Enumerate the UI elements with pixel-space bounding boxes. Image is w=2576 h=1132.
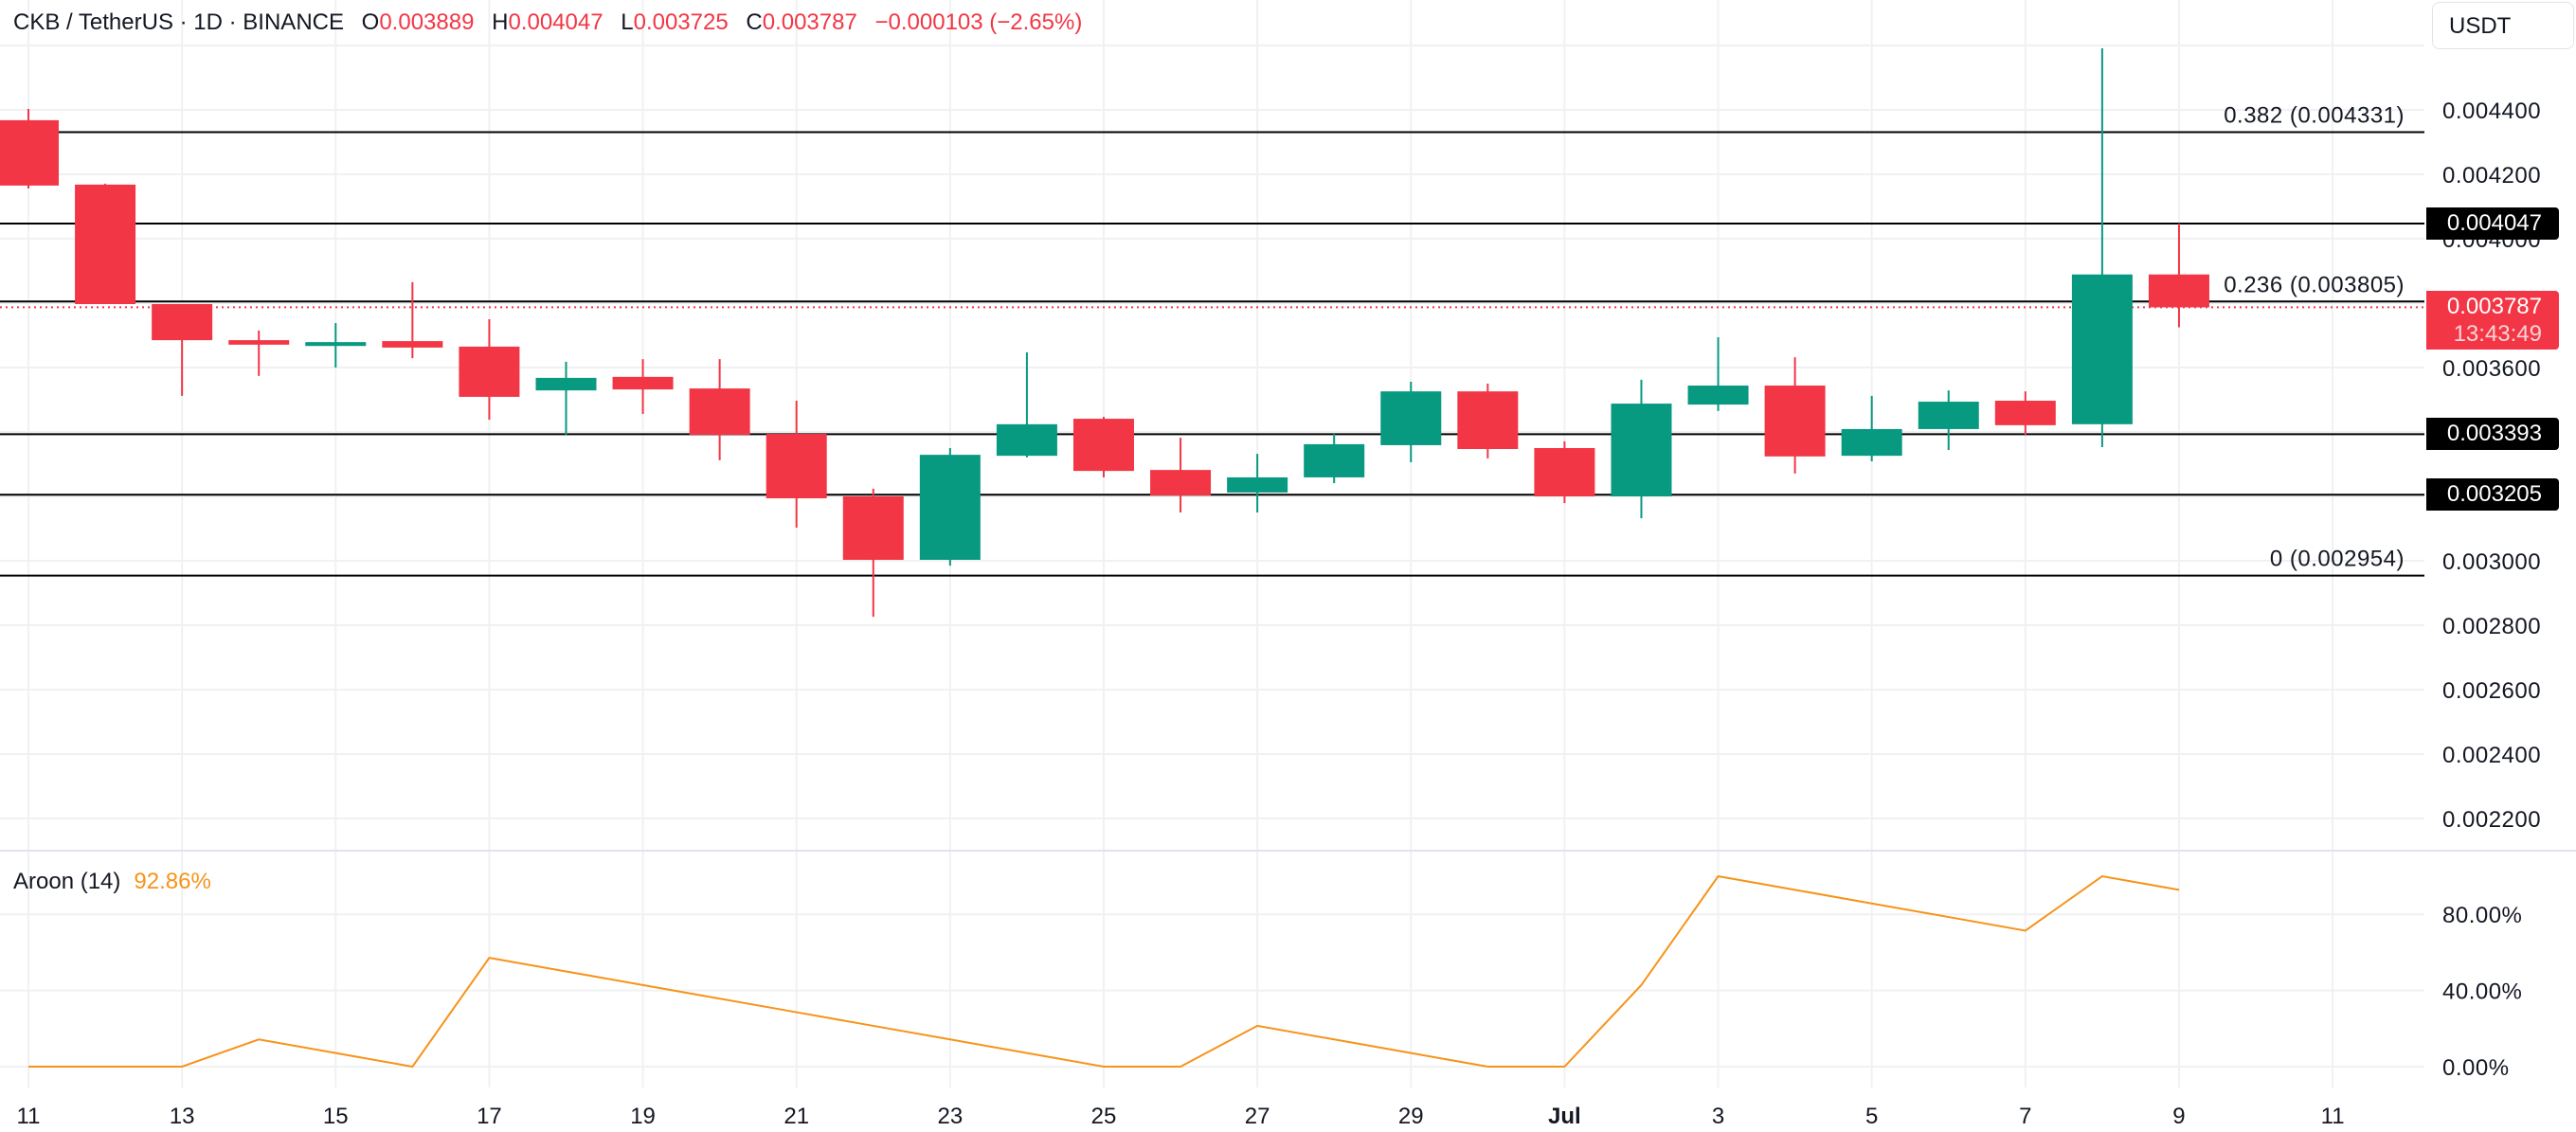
svg-text:0.003600: 0.003600 (2442, 356, 2541, 382)
currency-button[interactable]: USDT (2432, 2, 2574, 49)
aroon-title[interactable]: Aroon (14) (13, 869, 121, 894)
svg-text:0.00%: 0.00% (2442, 1055, 2510, 1081)
bar-countdown: 13:43:49 (2453, 321, 2542, 347)
low-label: L (621, 9, 634, 35)
price-tag: 0.003393 (2426, 418, 2559, 451)
price-tag: 0.004047 (2426, 207, 2559, 241)
last-price-tag: 0.003787 13:43:49 (2426, 291, 2559, 350)
grid-lines (0, 0, 2424, 1087)
svg-text:15: 15 (323, 1104, 349, 1129)
symbol-legend: CKB / TetherUS · 1D · BINANCE O0.003889 … (13, 9, 1082, 36)
close-label: C (746, 9, 763, 35)
svg-text:0.004200: 0.004200 (2442, 163, 2541, 189)
svg-text:0.236 (0.003805): 0.236 (0.003805) (2224, 272, 2405, 297)
svg-text:23: 23 (937, 1104, 963, 1129)
svg-text:25: 25 (1091, 1104, 1117, 1129)
candlestick-series (0, 48, 2209, 618)
high-label: H (492, 9, 509, 35)
svg-text:0.004400: 0.004400 (2442, 99, 2541, 124)
close-value: 0.003787 (762, 9, 857, 35)
svg-text:17: 17 (477, 1104, 502, 1129)
svg-text:0.002200: 0.002200 (2442, 807, 2541, 833)
svg-text:27: 27 (1245, 1104, 1270, 1129)
fibonacci-labels: 0.382 (0.004331) 0.236 (0.003805) 0 (0.002… (2224, 102, 2405, 572)
svg-text:7: 7 (2019, 1104, 2031, 1129)
svg-text:3: 3 (1712, 1104, 1724, 1129)
svg-text:80.00%: 80.00% (2442, 903, 2522, 928)
aroon-value: 92.86% (134, 869, 211, 894)
svg-text:5: 5 (1865, 1104, 1878, 1129)
aroon-axis-ticks: 80.00% 40.00% 0.00% (2442, 903, 2522, 1081)
svg-text:0.002800: 0.002800 (2442, 614, 2541, 639)
svg-text:0.002600: 0.002600 (2442, 678, 2541, 704)
low-value: 0.003725 (633, 9, 729, 35)
time-axis-labels: 11 13 15 17 19 21 23 25 27 29 Jul 3 5 7 9 11 (17, 1104, 2345, 1129)
aroon-legend: Aroon (14) 92.86% (13, 869, 211, 895)
open-label: O (361, 9, 380, 35)
svg-text:0.003000: 0.003000 (2442, 549, 2541, 575)
svg-text:40.00%: 40.00% (2442, 979, 2522, 1005)
svg-text:21: 21 (784, 1104, 809, 1129)
price-axis-ticks: 0.0044000.0042000.0040000.0036000.003000… (2442, 99, 2541, 833)
price-tag: 0.003205 (2426, 478, 2559, 512)
svg-text:0.002400: 0.002400 (2442, 743, 2541, 768)
svg-text:19: 19 (630, 1104, 656, 1129)
svg-text:Jul: Jul (1548, 1104, 1581, 1129)
last-price-value: 0.003787 (2446, 294, 2542, 319)
svg-text:13: 13 (170, 1104, 195, 1129)
svg-text:29: 29 (1398, 1104, 1424, 1129)
high-value: 0.004047 (508, 9, 603, 35)
symbol-title[interactable]: CKB / TetherUS · 1D · BINANCE (13, 9, 344, 35)
svg-text:0.382 (0.004331): 0.382 (0.004331) (2224, 102, 2405, 128)
svg-text:11: 11 (17, 1104, 41, 1129)
svg-text:11: 11 (2321, 1104, 2345, 1129)
aroon-line (28, 874, 2180, 1069)
change-value: −0.000103 (−2.65%) (874, 9, 1083, 35)
fibonacci-lines (0, 131, 2424, 577)
svg-text:0 (0.002954): 0 (0.002954) (2270, 547, 2405, 572)
svg-text:9: 9 (2172, 1104, 2185, 1129)
open-value: 0.003889 (379, 9, 475, 35)
